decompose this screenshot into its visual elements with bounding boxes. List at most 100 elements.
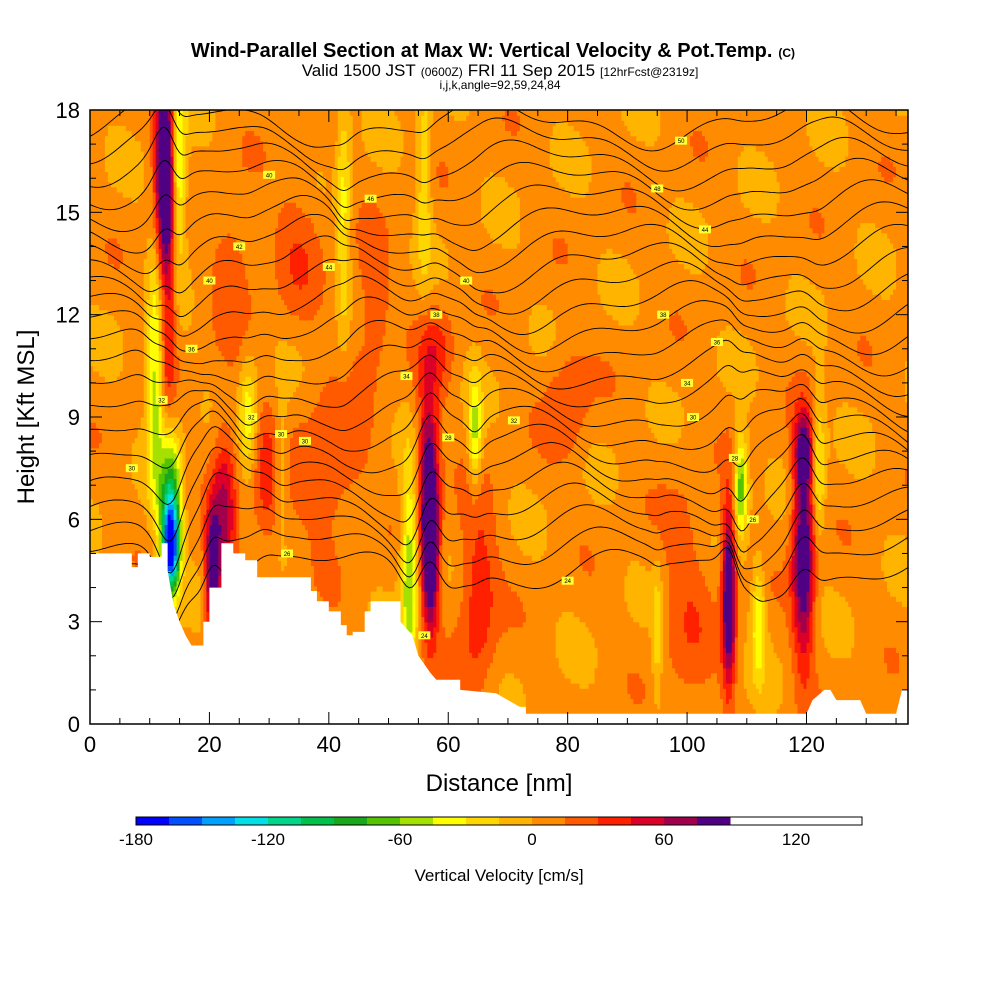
heatmap-cell: [119, 232, 124, 239]
heatmap-cell: [95, 171, 100, 178]
heatmap-cell: [98, 544, 103, 551]
heatmap-cell: [131, 120, 136, 126]
heatmap-cell: [134, 534, 139, 541]
heatmap-cell: [128, 243, 133, 249]
heatmap-cell: [140, 171, 145, 178]
heatmap-cell: [143, 171, 148, 178]
heatmap-cell: [149, 427, 154, 433]
heatmap-cell: [92, 401, 97, 408]
heatmap-cell: [92, 243, 97, 249]
heatmap-cell: [110, 473, 115, 479]
heatmap-cell: [104, 498, 109, 505]
heatmap-cell: [92, 544, 97, 551]
heatmap-cell: [119, 125, 124, 132]
heatmap-cell: [116, 401, 121, 408]
heatmap-cell: [119, 140, 124, 147]
heatmap-cell: [137, 498, 142, 505]
heatmap-cell: [140, 539, 145, 546]
heatmap-cell: [143, 268, 148, 275]
heatmap-cell: [131, 161, 136, 167]
heatmap-cell: [95, 391, 100, 398]
heatmap-cell: [134, 278, 139, 285]
heatmap-cell: [101, 263, 106, 270]
heatmap-cell: [131, 539, 136, 546]
heatmap-cell: [128, 176, 133, 183]
heatmap-cell: [95, 166, 100, 172]
heatmap-cell: [137, 550, 142, 556]
heatmap-cell: [113, 207, 118, 213]
heatmap-cell: [104, 360, 109, 367]
heatmap-cell: [119, 135, 124, 142]
heatmap-cell: [149, 396, 154, 403]
heatmap-cell: [113, 442, 118, 449]
heatmap-cell: [143, 468, 148, 474]
heatmap-cell: [113, 248, 118, 254]
heatmap-cell: [137, 115, 142, 121]
heatmap-cell: [95, 442, 100, 449]
heatmap-cell: [125, 135, 130, 142]
heatmap-cell: [98, 248, 103, 254]
heatmap-cell: [128, 509, 133, 515]
heatmap-cell: [134, 391, 139, 398]
heatmap-cell: [90, 417, 94, 423]
heatmap-cell: [110, 110, 115, 116]
heatmap-cell: [113, 278, 118, 285]
heatmap-cell: [116, 386, 121, 393]
heatmap-cell: [122, 422, 127, 428]
heatmap-cell: [140, 263, 145, 270]
heatmap-cell: [146, 503, 151, 510]
heatmap-cell: [125, 237, 130, 244]
heatmap-cell: [140, 243, 145, 249]
heatmap-cell: [101, 258, 106, 265]
heatmap-cell: [125, 186, 130, 193]
heatmap-cell: [134, 222, 139, 229]
heatmap-cell: [149, 207, 154, 213]
heatmap-cell: [122, 437, 127, 444]
heatmap-cell: [128, 202, 133, 208]
heatmap-cell: [140, 396, 145, 403]
heatmap-cell: [149, 283, 154, 290]
heatmap-cell: [149, 191, 154, 198]
heatmap-cell: [119, 365, 124, 372]
heatmap-cell: [149, 417, 154, 423]
heatmap-cell: [134, 560, 139, 566]
heatmap-cell: [131, 258, 136, 265]
heatmap-cell: [98, 345, 103, 352]
heatmap-cell: [113, 145, 118, 152]
heatmap-cell: [128, 335, 133, 341]
heatmap-cell: [122, 411, 127, 418]
heatmap-cell: [134, 335, 139, 341]
heatmap-cell: [113, 217, 118, 224]
heatmap-cell: [101, 401, 106, 408]
heatmap-cell: [98, 294, 103, 300]
heatmap-cell: [116, 161, 121, 167]
heatmap-cell: [152, 304, 157, 311]
heatmap-cell: [137, 335, 142, 341]
heatmap-cell: [107, 468, 112, 474]
heatmap-cell: [107, 304, 112, 311]
heatmap-cell: [134, 330, 139, 336]
heatmap-cell: [113, 503, 118, 510]
heatmap-cell: [90, 355, 94, 362]
heatmap-cell: [98, 253, 103, 259]
heatmap-cell: [110, 550, 115, 556]
heatmap-cell: [98, 386, 103, 393]
heatmap-cell: [152, 381, 157, 387]
heatmap-cell: [107, 283, 112, 290]
heatmap-cell: [90, 493, 94, 500]
heatmap-cell: [146, 191, 151, 198]
heatmap-cell: [134, 150, 139, 157]
heatmap-cell: [98, 125, 103, 132]
heatmap-cell: [116, 212, 121, 219]
heatmap-cell: [149, 289, 154, 295]
heatmap-cell: [125, 140, 130, 147]
heatmap-cell: [146, 207, 151, 213]
heatmap-cell: [101, 417, 106, 423]
heatmap-cell: [143, 304, 148, 311]
heatmap-cell: [122, 406, 127, 413]
heatmap-cell: [140, 196, 145, 203]
heatmap-cell: [152, 345, 157, 352]
heatmap-cell: [149, 463, 154, 469]
heatmap-cell: [116, 115, 121, 121]
heatmap-cell: [122, 278, 127, 285]
